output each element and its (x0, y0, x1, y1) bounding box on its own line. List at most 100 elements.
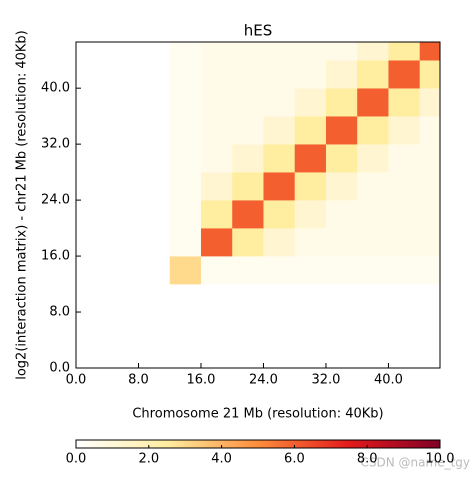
heatmap-cell (419, 172, 440, 201)
heatmap-cell (169, 256, 202, 285)
heatmap-cell (107, 312, 139, 341)
x-tick-label: 8.0 (128, 373, 149, 388)
heatmap-cell (200, 228, 233, 257)
heatmap-cell (294, 228, 327, 257)
heatmap-cell (357, 200, 389, 229)
heatmap-cell (263, 88, 296, 117)
heatmap-cell (357, 116, 389, 145)
heatmap-cell (200, 144, 233, 173)
heatmap-cell (138, 228, 171, 257)
heatmap-cell (107, 116, 139, 145)
heatmap-cell (232, 42, 264, 61)
chart-title: hES (244, 22, 273, 40)
heatmap-cell (76, 228, 108, 257)
heatmap-cell (76, 116, 108, 145)
heatmap-cell (325, 60, 358, 89)
heatmap-cell (200, 256, 233, 285)
heatmap-cell (169, 172, 202, 201)
heatmap-cell (388, 228, 420, 257)
heatmap-cell (107, 228, 139, 257)
heatmap-cell (419, 42, 440, 61)
heatmap-cell (357, 312, 389, 341)
heatmap-cell (138, 200, 171, 229)
heatmap-cell (169, 144, 202, 173)
heatmap-cell (419, 256, 440, 285)
heatmap-cell (419, 340, 440, 368)
heatmap-cell (107, 88, 139, 117)
heatmap-cell (325, 172, 358, 201)
colorbar-tick-label: 2.0 (138, 452, 159, 467)
heatmap-cell (107, 284, 139, 313)
heatmap-cell (263, 144, 296, 173)
heatmap-cell (76, 88, 108, 117)
heatmap-cell (388, 200, 420, 229)
heatmap-cell (263, 172, 296, 201)
y-tick-label: 8.0 (49, 305, 70, 320)
heatmap-cell (200, 42, 233, 61)
heatmap-cell (357, 60, 389, 89)
y-tick-label: 40.0 (41, 81, 70, 96)
heatmap-cell (138, 312, 171, 341)
x-tick-label: 16.0 (187, 373, 216, 388)
heatmap-cell (232, 284, 264, 313)
heatmap-cell (200, 88, 233, 117)
heatmap-cell (294, 256, 327, 285)
heatmap-cell (294, 340, 327, 368)
heatmap-cell (325, 200, 358, 229)
heatmap-cell (200, 200, 233, 229)
heatmap-cell (419, 88, 440, 117)
heatmap-cell (200, 284, 233, 313)
y-tick-label: 32.0 (41, 137, 70, 152)
x-tick-label: 24.0 (249, 373, 278, 388)
heatmap-cell (388, 284, 420, 313)
x-axis-label: Chromosome 21 Mb (resolution: 40Kb) (132, 407, 383, 422)
heatmap-cell (419, 228, 440, 257)
heatmap-cell (107, 256, 139, 285)
x-tick-label: 40.0 (374, 373, 403, 388)
heatmap-cell (419, 116, 440, 145)
heatmap-cell (107, 60, 139, 89)
y-tick-label: 24.0 (41, 193, 70, 208)
heatmap-cell (388, 340, 420, 368)
heatmap-cell (76, 312, 108, 341)
heatmap-cell (388, 256, 420, 285)
y-tick-label: 16.0 (41, 249, 70, 264)
heatmap-cell (232, 200, 264, 229)
heatmap-cell (294, 284, 327, 313)
heatmap-cell (232, 144, 264, 173)
heatmap-cell (263, 60, 296, 89)
heatmap-cell (107, 42, 139, 61)
heatmap-cell (232, 228, 264, 257)
heatmap-cell (138, 42, 171, 61)
heatmap-cell (200, 340, 233, 368)
heatmap-cell (419, 60, 440, 89)
heatmap-cell (325, 42, 358, 61)
heatmap-cell (263, 340, 296, 368)
watermark: CSDN @name_tgy (361, 456, 470, 470)
heatmap-cell (263, 116, 296, 145)
heatmap-cell (357, 284, 389, 313)
heatmap-cell (294, 144, 327, 173)
heatmap-cell (419, 200, 440, 229)
heatmap-cell (294, 88, 327, 117)
heatmap-cell (200, 60, 233, 89)
heatmap-cell (357, 172, 389, 201)
heatmap-cell (107, 340, 139, 368)
y-axis-label: log2(interaction matrix) - chr21 Mb (res… (15, 30, 30, 380)
heatmap (76, 42, 440, 368)
heatmap-cell (169, 60, 202, 89)
colorbar-tick-label: 6.0 (284, 452, 305, 467)
heatmap-cell (325, 144, 358, 173)
heatmap-cell (76, 172, 108, 201)
heatmap-cell (419, 312, 440, 341)
heatmap-cell (138, 340, 171, 368)
heatmap-cell (138, 116, 171, 145)
heatmap-cell (419, 144, 440, 173)
heatmap-cell (232, 60, 264, 89)
heatmap-cell (169, 88, 202, 117)
heatmap-cell (138, 88, 171, 117)
heatmap-cell (263, 200, 296, 229)
heatmap-cell (388, 88, 420, 117)
heatmap-cell (294, 312, 327, 341)
